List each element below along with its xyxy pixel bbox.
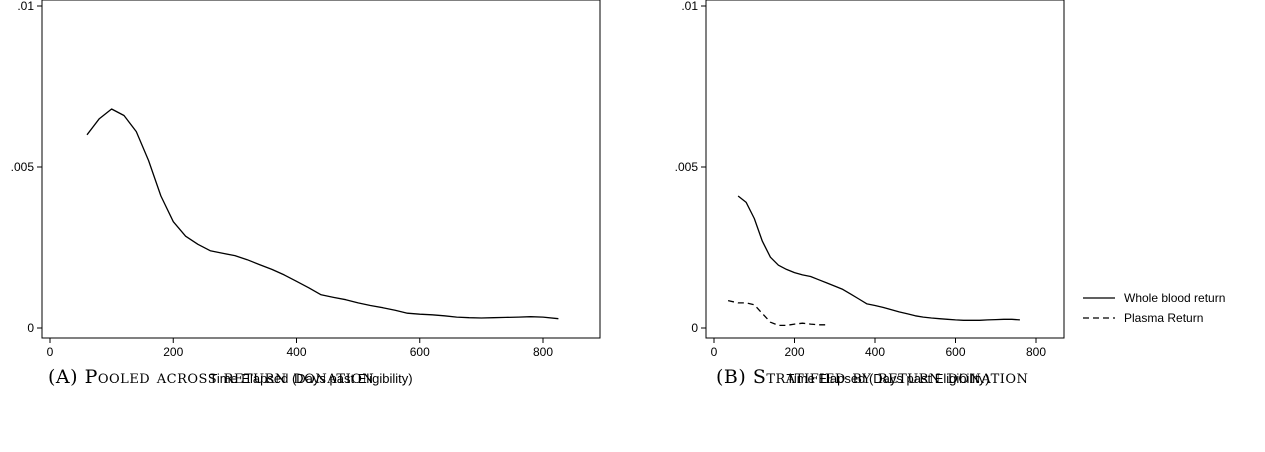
legend-label-1: Whole blood return [1124,291,1225,305]
panel-a-plot-frame [41,0,601,339]
panel-a-marks: 0 200 400 600 800 0 .005 .01 [11,0,559,359]
panel-b-plot-frame [705,0,1065,339]
panel-b-series-line-2 [727,299,827,327]
panel-b-series-line-1 [737,195,1020,321]
panel-a-x-tick-label: 200 [163,345,183,359]
legend-label-2: Plasma Return [1124,311,1203,325]
panel-b-y-tick-label: 0 [691,321,698,335]
panel-b-x-tick-label: 0 [711,345,718,359]
panel-b-x-axis-label: Time Elapsed (Days past Eligibility) [786,371,989,386]
caption-b: (B) Stratified by return donation [716,366,1029,388]
panel-a-x-tick-label: 800 [533,345,553,359]
panel-b-x-tick-label: 200 [784,345,804,359]
panel-a-x-tick-label: 0 [47,345,54,359]
panel-a-y-tick-label: 0 [27,321,34,335]
panel-a-y-tick-label: .01 [17,0,34,13]
panel-b-chart: 0 200 400 600 800 0 .005 .01 Time Elapsed (Days… [675,0,1225,386]
panel-b-marks: 0 200 400 600 800 0 .005 .01 [675,0,1047,359]
panel-a-x-tick-label: 600 [410,345,430,359]
panel-b-x-tick-label: 800 [1026,345,1046,359]
panel-a-x-tick-label: 400 [286,345,306,359]
panel-a-series-line-1 [86,108,559,320]
panel-b-y-tick-label: .01 [681,0,698,13]
panel-a-y-tick-label: .005 [11,160,35,174]
panel-b-legend: Whole blood return Plasma Return [1083,291,1225,325]
panel-b-x-tick-label: 600 [945,345,965,359]
panel-b-y-tick-label: .005 [675,160,699,174]
caption-a: (A) Pooled across return donation [48,366,375,388]
panel-a-x-axis-label: Time Elapsed (Days past Eligibility) [209,371,412,386]
panel-b-x-tick-label: 400 [865,345,885,359]
panel-a-chart: 0 200 400 600 800 0 .005 .01 Time Elapsed (Days… [11,0,601,386]
